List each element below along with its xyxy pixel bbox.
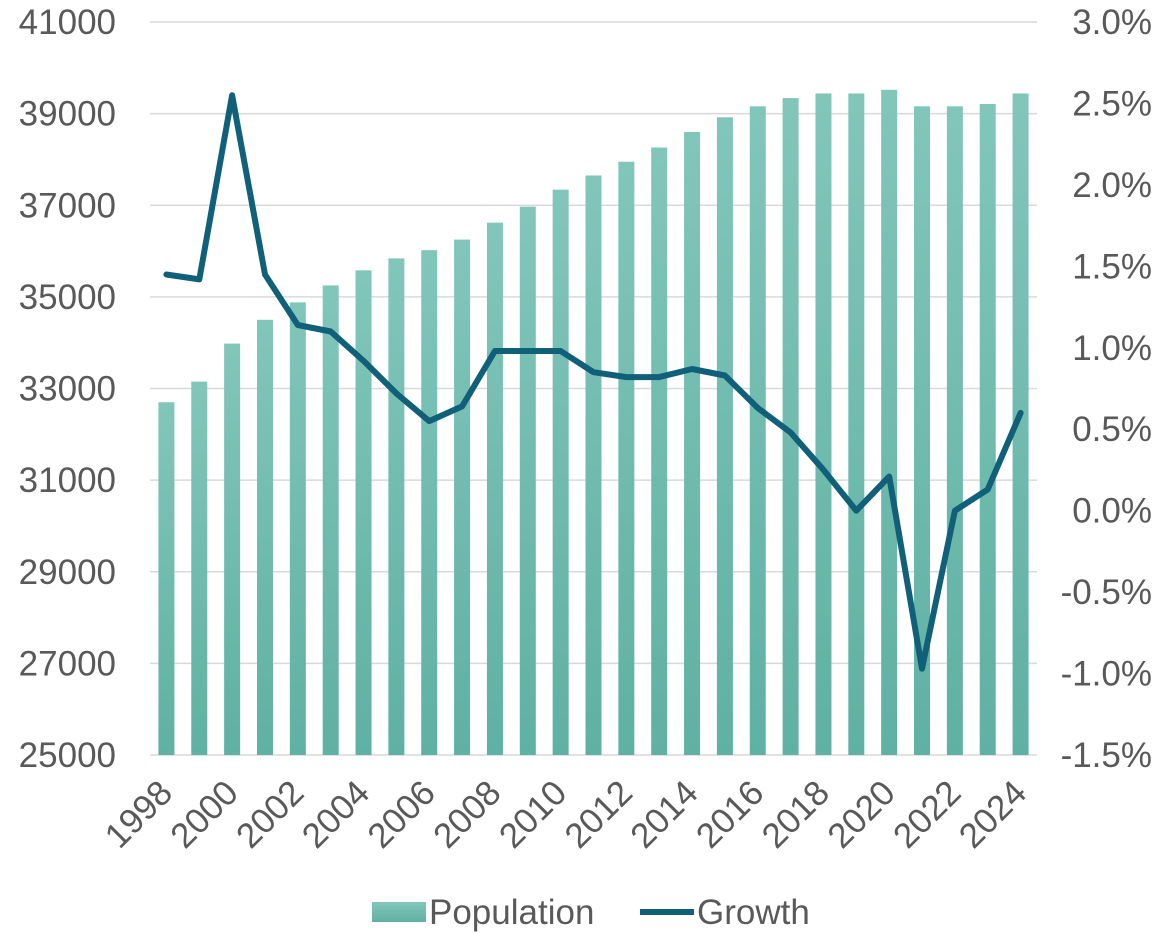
x-tick-label: 2018 (754, 773, 837, 856)
x-tick-label: 2006 (360, 773, 443, 856)
population-bar (486, 222, 503, 755)
y-right-tick-label: 2.5% (1072, 84, 1152, 123)
population-bar (519, 206, 536, 755)
growth-point (724, 374, 726, 376)
growth-point (198, 278, 200, 280)
right-axis-ticks: -1.5% -1.0% -0.5% 0.0% 0.5% 1.0% 1.5% 2.0% 2.5% 3… (1061, 3, 1152, 775)
population-bar (815, 93, 832, 755)
x-tick-label: 2014 (623, 773, 706, 856)
growth-point (231, 94, 233, 96)
population-bar (158, 402, 175, 755)
y-right-tick-label: 2.0% (1072, 166, 1152, 205)
x-tick-label: 2020 (820, 773, 903, 856)
growth-point (691, 368, 693, 370)
growth-point (363, 360, 365, 362)
growth-line-layer (163, 92, 1024, 672)
legend-population-label: Population (429, 893, 594, 932)
population-bar (946, 106, 963, 756)
y-left-tick-label: 29000 (19, 553, 116, 592)
growth-point (822, 469, 824, 471)
population-bar (979, 104, 996, 755)
y-right-tick-label: 1.0% (1072, 329, 1152, 368)
population-bar (289, 302, 306, 755)
x-axis-ticks: 1998200020022004200620082010201220142016… (97, 773, 1034, 856)
y-left-tick-label: 39000 (19, 95, 116, 134)
x-tick-label: 2022 (886, 773, 969, 856)
y-right-tick-label: 0.0% (1072, 492, 1152, 531)
legend-population-swatch (372, 902, 426, 922)
population-bar (914, 106, 931, 756)
legend-growth-label: Growth (697, 893, 810, 932)
population-bar (552, 189, 569, 755)
population-bar (618, 161, 635, 755)
population-bar (782, 98, 799, 755)
x-tick-label: 2012 (557, 773, 640, 856)
growth-point (855, 510, 857, 512)
y-left-tick-label: 41000 (19, 3, 116, 42)
population-bar (421, 250, 438, 756)
population-bar (256, 319, 273, 755)
growth-point (888, 475, 890, 477)
population-bar (224, 343, 241, 755)
population-bar (684, 131, 701, 755)
y-right-tick-label: 1.5% (1072, 247, 1152, 286)
x-tick-label: 2016 (689, 773, 772, 856)
x-tick-label: 2004 (295, 773, 378, 856)
growth-point (658, 376, 660, 378)
y-left-tick-label: 33000 (19, 370, 116, 409)
growth-point (987, 488, 989, 490)
growth-point (921, 668, 923, 670)
population-bar (454, 239, 471, 755)
y-left-tick-label: 35000 (19, 278, 116, 317)
growth-point (395, 392, 397, 394)
growth-point (757, 407, 759, 409)
y-left-tick-label: 31000 (19, 461, 116, 500)
y-left-tick-label: 25000 (19, 736, 116, 775)
population-bar (1012, 93, 1029, 755)
growth-point (625, 376, 627, 378)
growth-point (264, 273, 266, 275)
y-right-tick-label: 3.0% (1072, 3, 1152, 42)
population-bar (716, 117, 733, 756)
growth-point (560, 350, 562, 352)
population-bar (191, 381, 208, 755)
left-axis-ticks: 25000 27000 29000 31000 33000 35000 37000 39000… (19, 3, 116, 775)
y-right-tick-label: -0.5% (1061, 573, 1152, 612)
y-left-tick-label: 27000 (19, 644, 116, 683)
x-tick-label: 2008 (426, 773, 509, 856)
growth-point (593, 371, 594, 373)
population-bar (881, 89, 898, 756)
x-tick-label: 1998 (97, 773, 180, 856)
population-bar (585, 175, 602, 756)
growth-point (165, 273, 167, 275)
x-tick-label: 2010 (492, 773, 575, 856)
population-bar (388, 258, 405, 755)
growth-point (954, 510, 956, 512)
x-tick-label: 2024 (952, 773, 1035, 856)
y-right-tick-label: -1.0% (1061, 655, 1152, 694)
y-right-tick-label: 0.5% (1072, 410, 1152, 449)
growth-point (330, 330, 332, 332)
population-bar (651, 147, 668, 755)
growth-point (494, 350, 496, 352)
x-tick-label: 2000 (163, 773, 246, 856)
legend: Population Growth (372, 893, 810, 932)
population-bar (322, 285, 339, 755)
x-tick-label: 2002 (229, 773, 312, 856)
y-right-tick-label: -1.5% (1061, 736, 1152, 775)
population-bar (355, 270, 372, 755)
growth-point (1020, 412, 1022, 414)
population-bar (848, 93, 865, 755)
growth-point (527, 350, 529, 352)
population-bars (158, 89, 1029, 756)
population-bar (749, 106, 766, 756)
growth-point (297, 324, 299, 326)
y-left-tick-label: 37000 (19, 186, 116, 225)
growth-point (790, 431, 792, 433)
growth-point (461, 405, 463, 407)
growth-point (428, 420, 430, 422)
